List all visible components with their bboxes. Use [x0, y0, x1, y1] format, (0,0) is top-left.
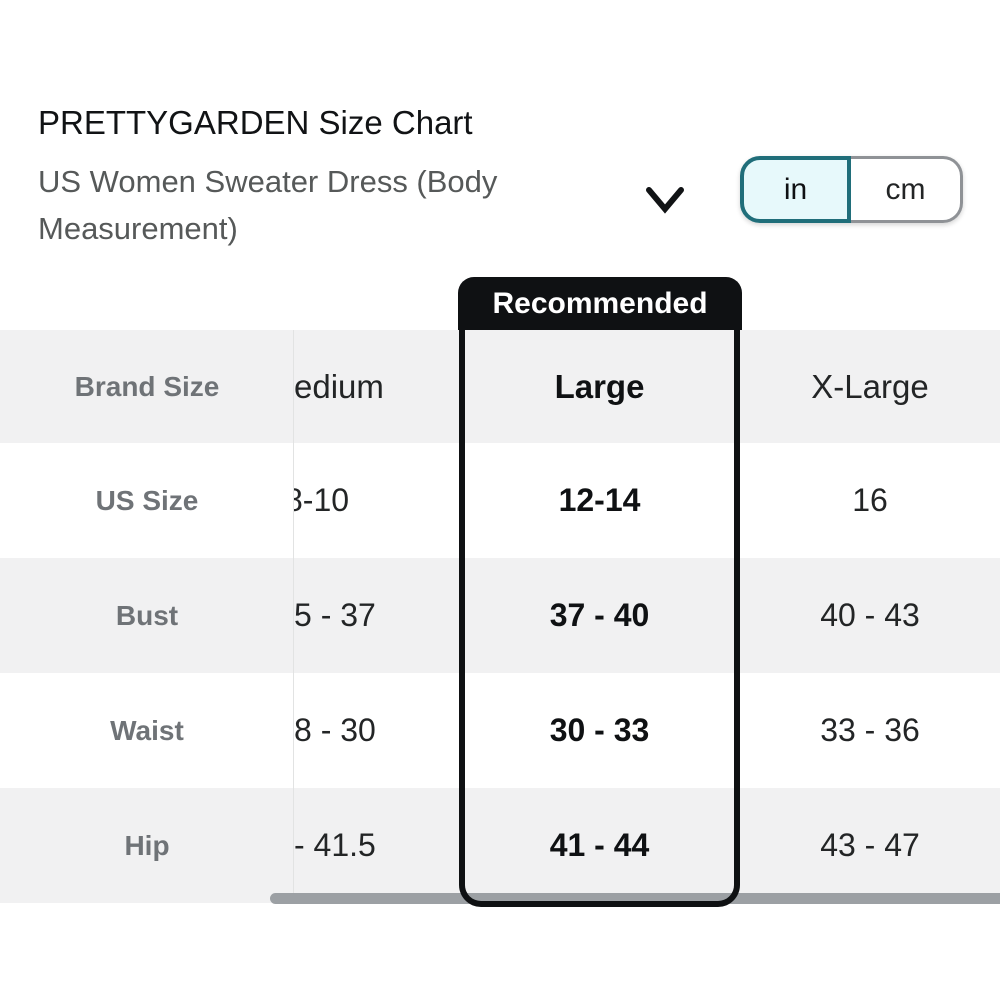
cell-large-hip: 41 - 44: [549, 827, 650, 863]
cell-xlarge-us-size: 16: [852, 482, 888, 518]
row-label-bust: Bust: [115, 599, 179, 631]
col-header-medium-clipped: edium: [294, 367, 384, 405]
cell-large-bust: 37 - 40: [549, 597, 650, 633]
row-label-hip: Hip: [124, 829, 170, 861]
cell-medium-waist: 8 - 30: [294, 712, 376, 748]
unit-toggle: in cm: [740, 156, 963, 223]
table-row-bg-hip: [0, 788, 1000, 903]
col-header-x-large: X-Large: [811, 367, 929, 405]
cell-xlarge-waist: 33 - 36: [820, 712, 920, 748]
chevron-down-icon[interactable]: [644, 186, 686, 216]
table-row-bg-header: [0, 330, 1000, 443]
label-column-divider: [293, 330, 294, 903]
row-label-waist: Waist: [110, 714, 184, 746]
col-header-large: Large: [554, 367, 645, 405]
size-chart-subtitle: US Women Sweater Dress (Body Measurement…: [38, 164, 498, 246]
table-row-bg-bust: [0, 558, 1000, 673]
unit-in-button[interactable]: in: [740, 156, 851, 223]
cell-xlarge-hip: 43 - 47: [820, 827, 920, 863]
row-label-us-size: US Size: [95, 484, 199, 516]
cell-xlarge-bust: 40 - 43: [820, 597, 920, 633]
cell-large-us-size: 12-14: [558, 482, 641, 518]
horizontal-scrollbar-thumb[interactable]: [270, 893, 1000, 904]
cell-medium-bust: 5 - 37: [294, 597, 376, 633]
cell-large-waist: 30 - 33: [549, 712, 650, 748]
unit-cm-button[interactable]: cm: [851, 156, 963, 223]
cell-medium-us-size: 8-10: [294, 482, 350, 518]
recommended-badge: Recommended: [458, 277, 742, 330]
row-label-brand-size: Brand Size: [74, 370, 220, 402]
size-chart-title: PRETTYGARDEN Size Chart: [38, 104, 473, 141]
cell-medium-hip: - 41.5: [294, 827, 376, 863]
